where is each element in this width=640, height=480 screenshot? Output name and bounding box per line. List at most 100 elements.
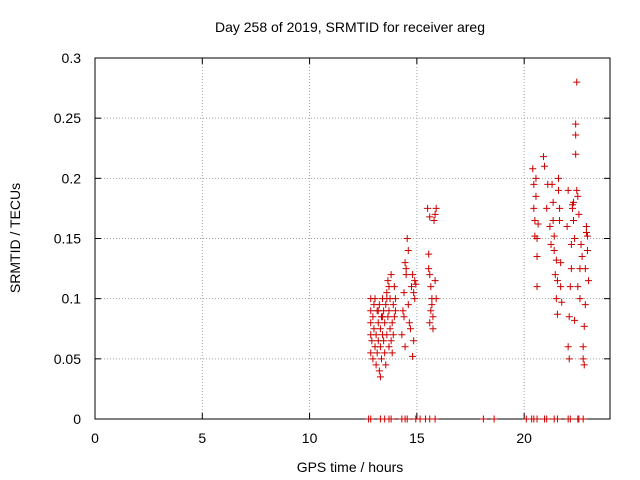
data-point [572, 131, 580, 139]
data-point [552, 295, 560, 303]
data-point [574, 192, 582, 200]
data-point [553, 415, 561, 423]
ticks [94, 57, 610, 420]
data-point [539, 153, 547, 161]
data-point [533, 253, 541, 261]
data-point [383, 295, 391, 303]
data-point [380, 337, 388, 345]
data-point [367, 319, 375, 327]
data-point [369, 313, 377, 321]
data-point [530, 204, 538, 212]
data-point [402, 265, 410, 273]
data-point [431, 415, 439, 423]
data-point [403, 415, 411, 423]
data-point [400, 289, 408, 297]
data-point [376, 325, 384, 333]
data-point [428, 301, 436, 309]
data-points [365, 78, 593, 423]
data-point [576, 295, 584, 303]
data-point [580, 322, 588, 330]
data-point [385, 343, 393, 351]
data-point [406, 325, 414, 333]
y-tick-label: 0.3 [62, 50, 82, 66]
data-point [403, 235, 411, 242]
data-point [367, 415, 375, 423]
data-point [427, 307, 435, 315]
data-point [384, 277, 392, 285]
y-tick-label: 0.25 [54, 110, 81, 126]
data-point [530, 180, 538, 188]
data-point [387, 337, 395, 345]
data-point [533, 283, 541, 291]
x-tick-label: 10 [302, 430, 318, 446]
data-point [411, 295, 419, 303]
x-tick-labels: 0 5 10 15 20 [91, 430, 532, 446]
x-tick-label: 20 [516, 430, 532, 446]
data-point [431, 277, 439, 285]
data-point [546, 222, 554, 230]
data-point [543, 204, 551, 212]
data-point [372, 361, 380, 369]
data-point [387, 415, 395, 423]
data-point [401, 259, 409, 267]
data-point [432, 204, 440, 212]
data-point [375, 367, 383, 375]
data-point [577, 241, 585, 249]
data-point [386, 325, 394, 333]
data-point [425, 250, 433, 258]
data-point [557, 283, 565, 291]
data-point [553, 310, 561, 318]
y-tick-label: 0.15 [54, 231, 81, 247]
data-point [580, 361, 588, 369]
data-point [565, 313, 573, 321]
x-tick-label: 0 [91, 430, 99, 446]
data-point [367, 307, 375, 315]
data-point [430, 216, 438, 224]
data-point [557, 259, 565, 267]
data-point [556, 204, 564, 212]
data-point [376, 343, 384, 351]
data-point [432, 295, 440, 303]
data-point [543, 415, 551, 423]
data-point [367, 349, 375, 357]
data-point [582, 222, 590, 230]
data-point [534, 220, 542, 228]
data-point [570, 216, 578, 224]
data-point [556, 216, 564, 224]
data-point [405, 319, 413, 327]
y-tick-label: 0.05 [54, 351, 81, 367]
data-point [379, 313, 387, 321]
data-point [390, 313, 398, 321]
data-point [373, 349, 381, 357]
data-point [564, 343, 572, 351]
data-point [411, 277, 419, 285]
data-point [547, 241, 555, 249]
data-point [429, 325, 437, 333]
data-point [427, 283, 435, 291]
data-point [550, 247, 558, 255]
data-point [479, 415, 487, 423]
data-point [374, 307, 382, 315]
data-point [566, 283, 574, 291]
data-point [579, 343, 587, 351]
data-point [381, 349, 389, 357]
data-point [377, 355, 385, 363]
data-point [398, 331, 406, 339]
data-point [570, 198, 578, 206]
data-point [581, 301, 589, 309]
data-point [368, 337, 376, 345]
data-point [388, 319, 396, 327]
data-point [579, 415, 587, 423]
data-point [371, 295, 379, 303]
data-point [399, 307, 407, 315]
data-point [376, 373, 384, 381]
data-point [582, 228, 590, 236]
data-point [370, 325, 378, 333]
data-point [382, 301, 390, 309]
data-point [549, 198, 557, 206]
y-tick-label: 0 [73, 411, 81, 427]
data-point [567, 265, 575, 273]
data-point [410, 337, 418, 345]
data-point [552, 256, 560, 264]
